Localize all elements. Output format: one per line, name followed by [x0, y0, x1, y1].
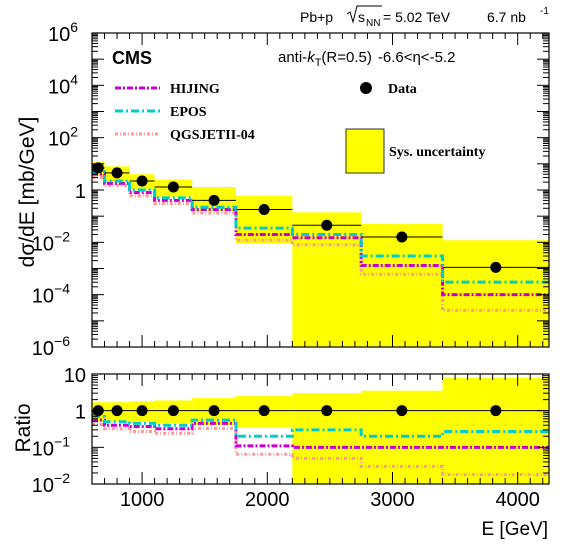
- y-tick-label: 10−2: [32, 470, 70, 497]
- data-point: [167, 405, 179, 417]
- y-tick-label: 104: [48, 71, 78, 98]
- data-point: [208, 194, 220, 206]
- legend-sys-label: Sys. uncertainty: [389, 145, 485, 160]
- hijing-curve: [92, 418, 549, 449]
- data-point: [490, 405, 502, 417]
- sqrt-s-label: s: [358, 9, 365, 25]
- y-tick-label: 10−6: [32, 333, 70, 360]
- y-tick-label: 10−4: [32, 281, 70, 308]
- data-point: [136, 405, 148, 417]
- data-point: [396, 405, 408, 417]
- data-point: [321, 219, 333, 231]
- data-point: [490, 261, 502, 273]
- sys-box: [361, 224, 443, 347]
- hijing-curve: [92, 172, 549, 297]
- x-tick-label: 3000: [370, 489, 415, 511]
- cms-logo-text: CMS: [112, 48, 152, 68]
- y-tick-label: 106: [48, 19, 78, 46]
- y-tick-label: 102: [48, 124, 78, 151]
- x-axis-title: E [GeV]: [481, 519, 548, 540]
- data-point: [396, 231, 408, 243]
- lumi-exponent: -1: [540, 6, 549, 17]
- energy-label: = 5.02 TeV: [383, 9, 451, 25]
- x-tick-label: 2000: [245, 489, 290, 511]
- data-point: [111, 405, 123, 417]
- ratio-panel: 10−2 10−11 10 1000 2000 3000 4000: [32, 365, 550, 511]
- y-axis-title-ratio: Ratio: [12, 403, 35, 452]
- legend-data-label: Data: [388, 82, 417, 97]
- x-tick-label: 1000: [120, 489, 165, 511]
- y-tick-label: 1: [75, 181, 86, 203]
- x-tick-label: 4000: [495, 489, 540, 511]
- data-point: [321, 405, 333, 417]
- plot-frame: [91, 373, 550, 485]
- epos-curve: [92, 414, 549, 438]
- legend-sys-box: [345, 128, 385, 174]
- y-tick-label: 1: [75, 402, 86, 424]
- y-axis-title-spectrum: dσ/dE [mb/GeV]: [16, 117, 39, 268]
- qgsjet-curve: [92, 422, 549, 477]
- lumi-label: 6.7 nb: [487, 9, 526, 25]
- qgsjet-curve: [92, 176, 549, 312]
- y-tick-label: 10−1: [32, 433, 70, 460]
- sqrt-s-subscript: NN: [366, 18, 380, 29]
- jet-selection-label: anti-kT(R=0.5) -6.6<η<-5.2: [278, 49, 455, 69]
- collision-label: Pb+p: [300, 9, 333, 25]
- data-point: [258, 405, 270, 417]
- y-tick-label: 10−2: [32, 228, 70, 255]
- y-tick-label: 10: [64, 365, 86, 387]
- legend-epos-label: EPOS: [170, 105, 207, 120]
- spectrum-panel: 10−6 10−4 10−2 1 102 104 106: [32, 19, 550, 360]
- data-point: [258, 203, 270, 215]
- data-point: [136, 175, 148, 187]
- sqrt-sign: [346, 5, 382, 24]
- sys-box: [235, 195, 293, 244]
- data-point: [208, 405, 220, 417]
- legend-hijing-label: HIJING: [170, 82, 220, 97]
- data-point: [167, 181, 179, 193]
- legend-qgsjet-label: QGSJETII-04: [170, 128, 255, 143]
- data-point: [111, 167, 123, 179]
- sys-box: [292, 212, 362, 347]
- legend-data-marker: [360, 82, 372, 94]
